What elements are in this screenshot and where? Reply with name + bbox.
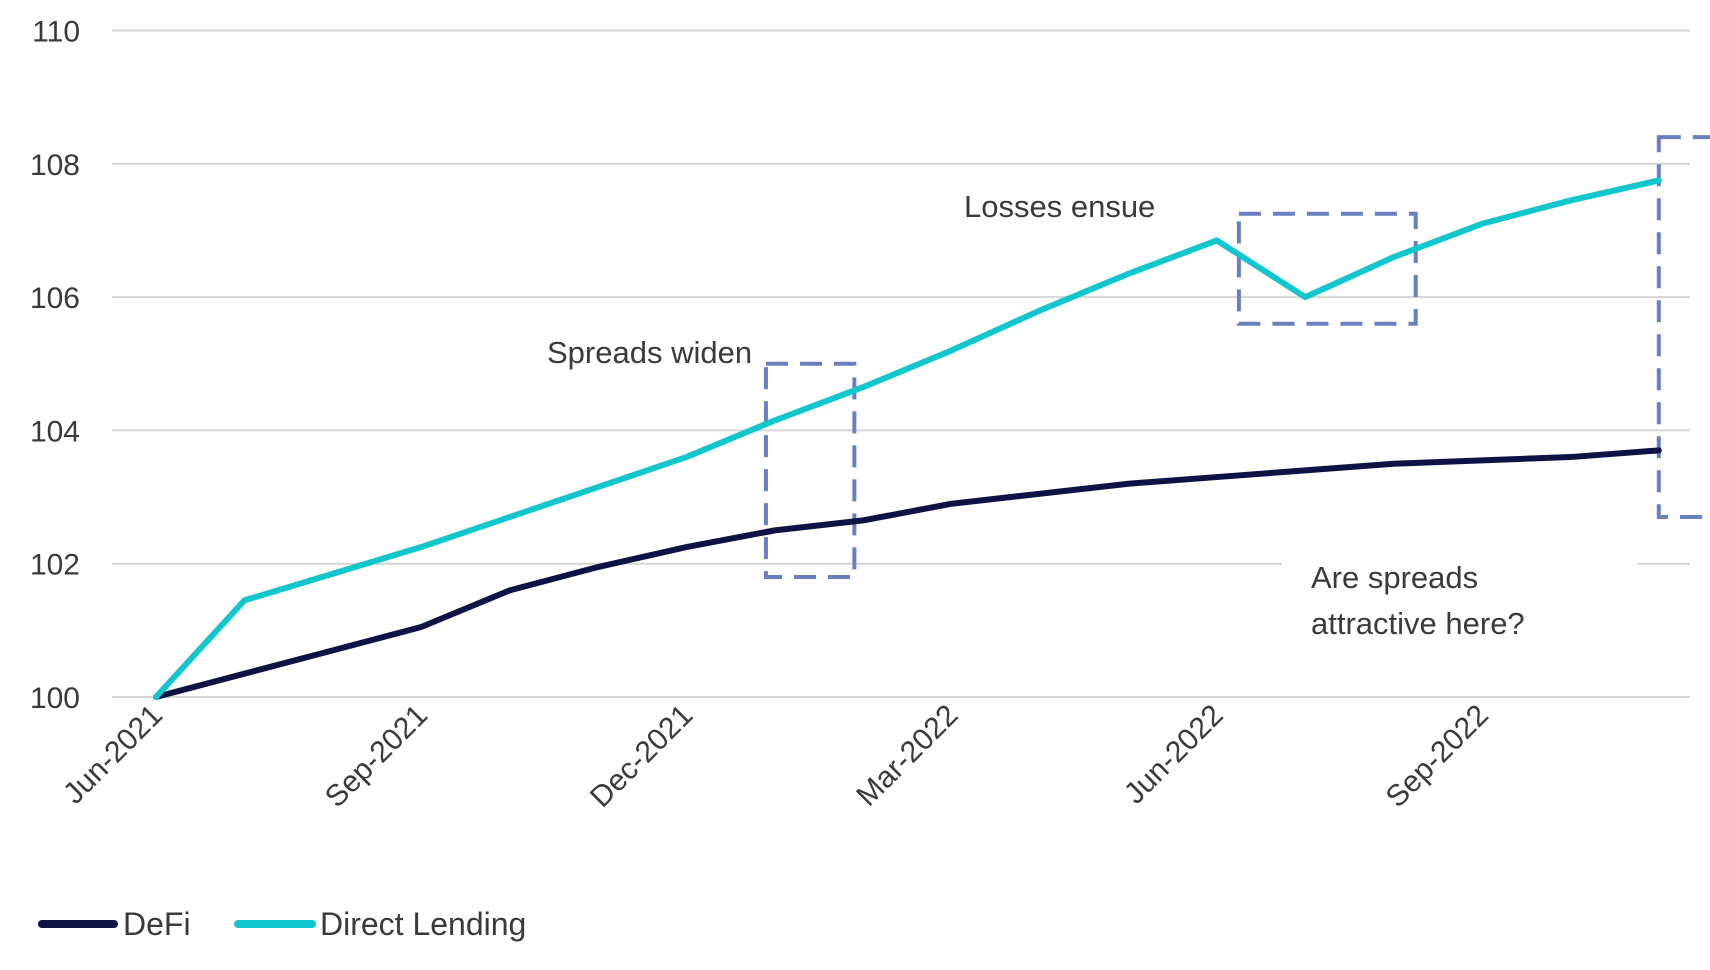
legend-label-defi: DeFi <box>123 906 191 942</box>
y-tick-108: 108 <box>30 149 80 182</box>
x-tick-2021-09: Sep-2021 <box>319 699 434 814</box>
series-line-defi <box>153 447 1662 700</box>
x-axis-tick-labels: Jun-2021 Sep-2021 Dec-2021 Mar-2022 Jun-2022… <box>57 699 1495 814</box>
highlight-box-spreads-widen <box>763 361 857 580</box>
legend-label-direct-lending: Direct Lending <box>320 906 526 942</box>
annotation-spreads-widen: Spreads widen <box>547 335 752 370</box>
x-tick-2021-06: Jun-2021 <box>57 699 169 811</box>
annotations: Spreads widen Losses ensue Are spreads a… <box>547 189 1637 664</box>
y-tick-106: 106 <box>30 282 80 315</box>
x-tick-2022-09: Sep-2022 <box>1380 699 1495 814</box>
highlight-boxes <box>763 135 1710 580</box>
annotation-attractive-line-1: Are spreads <box>1311 560 1478 595</box>
y-axis-tick-labels: 100 102 104 106 108 110 <box>30 16 80 716</box>
y-tick-110: 110 <box>32 16 80 49</box>
highlight-box-losses-ensue <box>1236 211 1418 326</box>
y-tick-100: 100 <box>30 682 80 715</box>
annotation-background <box>1282 552 1637 664</box>
legend: DeFi Direct Lending <box>38 906 526 942</box>
y-tick-102: 102 <box>30 549 80 582</box>
annotation-losses-ensue: Losses ensue <box>964 189 1155 224</box>
series-lines <box>153 177 1662 700</box>
series-line-direct-lending <box>153 177 1662 700</box>
highlight-box-attractive <box>1656 135 1710 520</box>
x-tick-2021-12: Dec-2021 <box>584 699 699 814</box>
x-tick-2022-06: Jun-2022 <box>1118 699 1230 811</box>
x-tick-2022-03: Mar-2022 <box>850 699 964 813</box>
annotation-attractive-line-2: attractive here? <box>1311 606 1525 641</box>
y-tick-104: 104 <box>30 415 80 448</box>
